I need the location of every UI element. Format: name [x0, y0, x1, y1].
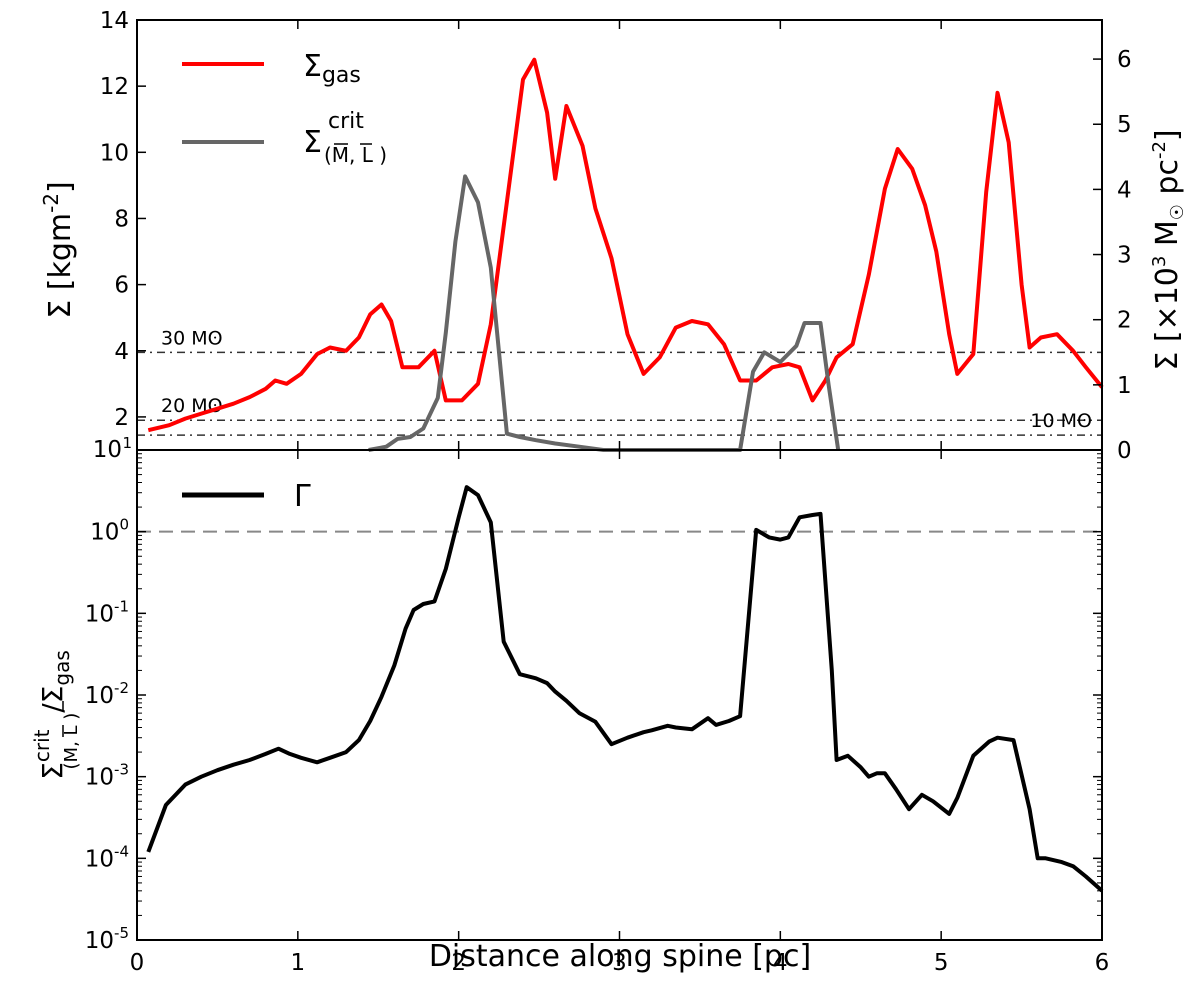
y-right-tick-label: 2: [1117, 308, 1132, 334]
bottom-plot-frame: [136, 449, 1103, 941]
x-tick-label: 5: [934, 950, 949, 976]
mass-threshold-label: 30 Mʘ: [161, 327, 223, 349]
y-tick-label: 10: [93, 437, 122, 463]
legend-label-sigma-crit-sup: crit: [328, 109, 364, 134]
x-tick-label: 4: [773, 950, 788, 976]
y-right-tick-label: 3: [1117, 243, 1132, 269]
top-ylabel-right: Σ [×103 M☉ pc-2]: [1149, 129, 1188, 370]
series-line-gamma: [146, 485, 1104, 893]
x-tick-label: 3: [612, 950, 627, 976]
bottom-ylabel-text: Σcrit (M, L )/Σgas: [30, 650, 82, 780]
y-right-tick-label: 4: [1117, 177, 1132, 203]
bottom-panel: 10-5 10-4 10-3 10-2 10-1 100 0 1 2 3 4 5 6 Γ Σcrit (M…: [30, 449, 1110, 976]
mass-threshold-label: 20 Mʘ: [161, 395, 223, 417]
y-tick-label: 2: [114, 405, 129, 431]
y-tick-label: 10: [100, 140, 129, 166]
y-tick-label: 14: [100, 8, 129, 34]
series-line-sigma-crit: [368, 174, 841, 452]
y-right-tick-label: 0: [1117, 438, 1132, 464]
bottom-legend: Γ: [182, 479, 311, 514]
y-tick-label: 10-4: [85, 842, 129, 872]
top-plot-frame: [136, 19, 1103, 451]
y-tick-label-exp: 1: [122, 434, 132, 452]
top-legend: Σgas Σ crit (M, L ): [182, 49, 387, 167]
y-tick-label: 10-2: [85, 679, 129, 709]
top-ylabel: Σ [kgm-2]: [39, 181, 78, 319]
y-right-tick-label: 1: [1117, 373, 1132, 399]
x-tick-label: 6: [1095, 950, 1110, 976]
bottom-ylabel: Σcrit (M, L )/Σgas: [30, 650, 82, 780]
y-tick-label: 10-1: [85, 597, 129, 627]
x-tick-label: 2: [451, 950, 466, 976]
x-tick-label: 0: [130, 950, 145, 976]
mass-threshold-label: 10 Mʘ: [1030, 410, 1092, 432]
legend-label-sigma-gas: Σgas: [303, 49, 361, 88]
y-tick-label: 6: [114, 273, 129, 299]
legend-label-sigma-crit: Σ: [303, 125, 322, 160]
series-line-sigma-gas: [147, 57, 1104, 433]
legend-label-sigma-crit-sub: (M, L ): [324, 143, 387, 167]
y-tick-label: 4: [114, 339, 129, 365]
y-tick-label: 10-5: [85, 924, 129, 954]
x-axis-label: Distance along spine [pc]: [429, 939, 811, 974]
y-tick-label: 10-3: [85, 761, 129, 791]
y-right-tick-label: 5: [1117, 112, 1132, 138]
y-tick-label: 100: [90, 516, 129, 546]
y-tick-label: 8: [114, 206, 129, 232]
legend-label-gamma: Γ: [294, 479, 311, 514]
x-tick-label: 1: [291, 950, 306, 976]
y-tick-label: 12: [100, 74, 129, 100]
y-right-tick-label: 6: [1117, 47, 1132, 73]
